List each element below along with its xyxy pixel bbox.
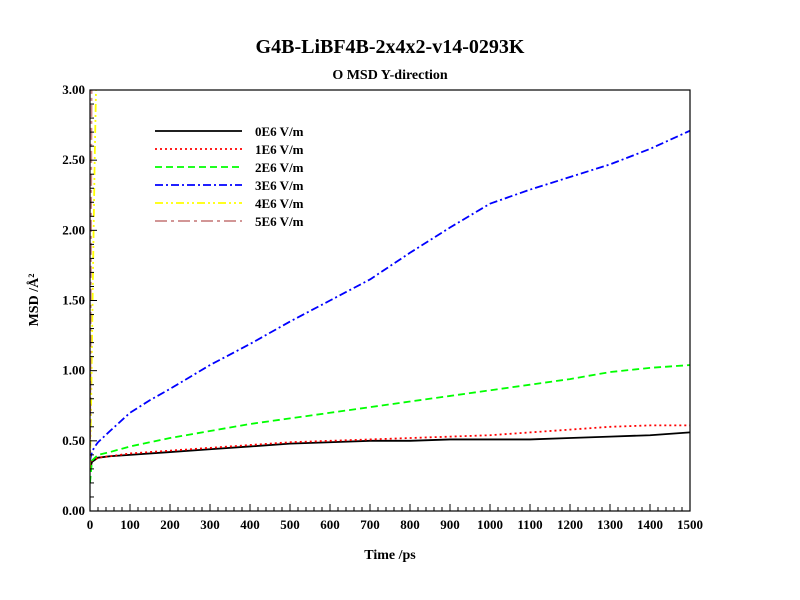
y-tick-label: 0.00 [62, 503, 85, 518]
x-tick-label: 700 [360, 517, 380, 532]
legend: 0E6 V/m 1E6 V/m 2E6 V/m 3E6 V/m 4E6 V/m 5E6 V… [155, 124, 304, 229]
series-line-0e6 [90, 431, 690, 470]
legend-label: 4E6 V/m [255, 196, 304, 211]
x-tick-label: 600 [320, 517, 340, 532]
x-tick-label: 0 [87, 517, 94, 532]
legend-label: 2E6 V/m [255, 160, 304, 175]
series-line-2e6 [90, 364, 690, 484]
legend-label: 5E6 V/m [255, 214, 304, 229]
series-line-3e6 [90, 129, 690, 461]
y-tick-label: 2.50 [62, 152, 85, 167]
x-tick-label: 100 [120, 517, 140, 532]
y-tick-label: 0.50 [62, 433, 85, 448]
y-axis-label: MSD /Å² [26, 274, 42, 327]
x-tick-label: 1200 [557, 517, 583, 532]
legend-label: 1E6 V/m [255, 142, 304, 157]
x-tick-label: 300 [200, 517, 220, 532]
x-tick-label: 800 [400, 517, 420, 532]
x-tick-label: 1500 [677, 517, 703, 532]
y-tick-label: 1.50 [62, 293, 85, 308]
legend-label: 3E6 V/m [255, 178, 304, 193]
x-tick-label: 900 [440, 517, 460, 532]
x-tick-label: 1100 [517, 517, 542, 532]
y-tick-label: 2.00 [62, 222, 85, 237]
series-layer [90, 90, 690, 484]
y-axis: 0.00 0.50 1.00 1.50 2.00 2.50 3.00 [62, 82, 97, 518]
chart-title: G4B-LiBF4B-2x4x2-v14-0293K [256, 36, 525, 58]
x-tick-label: 1000 [477, 517, 503, 532]
series-line-1e6 [90, 424, 690, 467]
x-axis-label: Time /ps [364, 548, 416, 563]
x-tick-label: 500 [280, 517, 300, 532]
legend-label: 0E6 V/m [255, 124, 304, 139]
x-tick-label: 1400 [637, 517, 663, 532]
y-tick-label: 3.00 [62, 82, 85, 97]
y-tick-label: 1.00 [62, 363, 85, 378]
x-tick-label: 200 [160, 517, 180, 532]
x-tick-label: 400 [240, 517, 260, 532]
x-tick-label: 1300 [597, 517, 623, 532]
chart-subtitle: O MSD Y-direction [332, 68, 448, 83]
x-axis: 0 100 200 300 400 500 600 700 800 900 1000 1100 1200… [87, 504, 703, 532]
